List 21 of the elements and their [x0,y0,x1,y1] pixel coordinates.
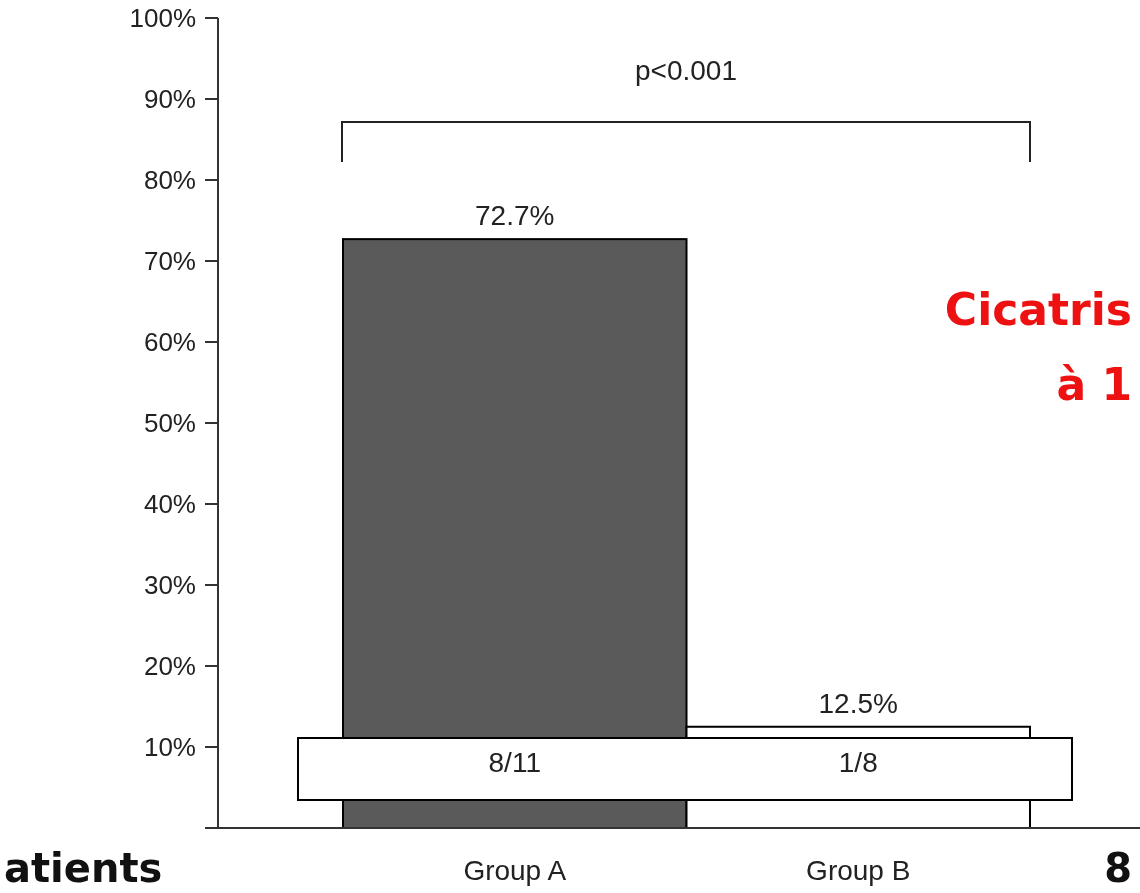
data-label: 72.7% [475,200,555,232]
y-tick-label: 10% [143,732,196,763]
x-tick-label: Group B [806,855,911,886]
y-tick-label: 50% [143,408,196,439]
y-tick-label: 70% [143,246,196,277]
y-tick-label: 60% [143,327,196,358]
annotation: p<0.001 [635,55,737,86]
text: 8 [1104,845,1132,891]
text: atients [4,845,163,891]
annotation: à 1 [1056,359,1132,410]
x-tick-label: Group A [463,855,567,886]
y-tick-label: 20% [143,651,196,682]
y-tick-label: 40% [143,489,196,520]
annotation: 8/11 [488,747,541,778]
annotation: 1/8 [838,747,878,778]
y-tick-label: 80% [143,165,196,196]
y-tick-label: 90% [143,84,196,115]
annotation: Cicatris [944,284,1132,335]
y-tick-label: 100% [129,3,196,34]
y-tick-label: 30% [143,570,196,601]
data-label: 12.5% [818,687,898,719]
